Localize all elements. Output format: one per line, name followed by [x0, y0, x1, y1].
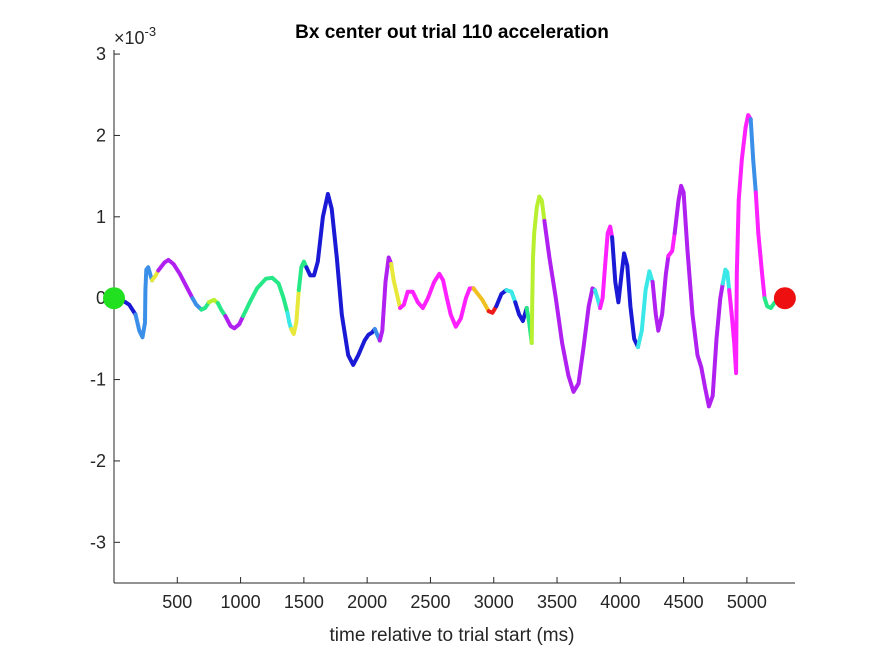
x-tick-label-4500: 4500 [664, 592, 704, 612]
trajectory-segment-37 [762, 296, 777, 310]
end-marker [773, 287, 796, 310]
trajectory-segment-19 [486, 304, 499, 315]
y-tick-label--1: -1 [90, 370, 106, 390]
y-exponent-label: ×10-3 [114, 24, 156, 48]
trajectory-segment-35 [748, 117, 758, 195]
trajectory-segment-3 [156, 257, 195, 301]
trajectory-segment-36 [753, 190, 767, 301]
trajectory-segment-24 [529, 194, 547, 345]
trajectory-segment-12 [296, 259, 309, 293]
trajectory-segment-4 [190, 296, 204, 312]
y-tick-label-0: 0 [96, 288, 106, 308]
x-tick-label-3000: 3000 [474, 592, 514, 612]
trajectory-segment-32 [672, 183, 725, 409]
trajectory-segment-22 [513, 300, 529, 323]
x-tick-label-500: 500 [162, 592, 192, 612]
x-tick-label-2000: 2000 [347, 592, 387, 612]
trajectory-segment-1 [133, 265, 154, 340]
trajectory-segment-17 [398, 271, 476, 329]
y-tick-label--3: -3 [90, 532, 106, 552]
x-tick-label-4000: 4000 [600, 592, 640, 612]
trajectory-segment-10 [285, 310, 294, 332]
trajectory-segment-34 [727, 113, 753, 376]
start-marker [103, 287, 125, 310]
trajectory-segment-18 [471, 286, 491, 314]
x-axis-label: time relative to trial start (ms) [330, 625, 575, 646]
y-tick-label-2: 2 [96, 125, 106, 145]
trajectory-segment-31 [666, 231, 677, 258]
trajectory-segment-21 [504, 288, 518, 305]
y-tick-label-3: 3 [96, 44, 106, 64]
trajectory-segment-20 [494, 288, 509, 309]
y-exponent-base: ×10 [114, 28, 145, 48]
marker-layer [103, 287, 796, 310]
trajectory-segment-5 [199, 300, 211, 312]
trajectory-segment-8 [223, 314, 246, 331]
trajectory-segment-9 [241, 275, 290, 319]
trajectory-segment-25 [542, 218, 597, 394]
trajectory-segment-16 [389, 262, 403, 310]
series-layer [112, 113, 777, 409]
trajectory-segment-33 [720, 267, 732, 293]
x-tick-label-5000: 5000 [727, 592, 767, 612]
trajectory-segment-30 [650, 253, 671, 333]
x-tick-label-3500: 3500 [537, 592, 577, 612]
trajectory-segment-28 [610, 235, 640, 349]
y-tick-label--2: -2 [90, 451, 106, 471]
y-exponent-power: -3 [145, 24, 157, 39]
axes-layer: 500 1000 1500 2000 2500 3000 3500 4000 4500 5000 -… [90, 44, 795, 612]
x-tick-label-1500: 1500 [284, 592, 324, 612]
trajectory-segment-27 [598, 224, 615, 310]
x-tick-label-1000: 1000 [221, 592, 261, 612]
x-tick-label-2500: 2500 [410, 592, 450, 612]
trajectory-segment-15 [377, 255, 394, 343]
trajectory-segment-11 [289, 288, 301, 336]
trajectory-segment-29 [636, 269, 655, 349]
trajectory-segment-13 [304, 192, 377, 367]
trajectory-segment-7 [215, 301, 228, 319]
y-tick-label-1: 1 [96, 207, 106, 227]
chart-title: Bx center out trial 110 acceleration [295, 22, 609, 43]
